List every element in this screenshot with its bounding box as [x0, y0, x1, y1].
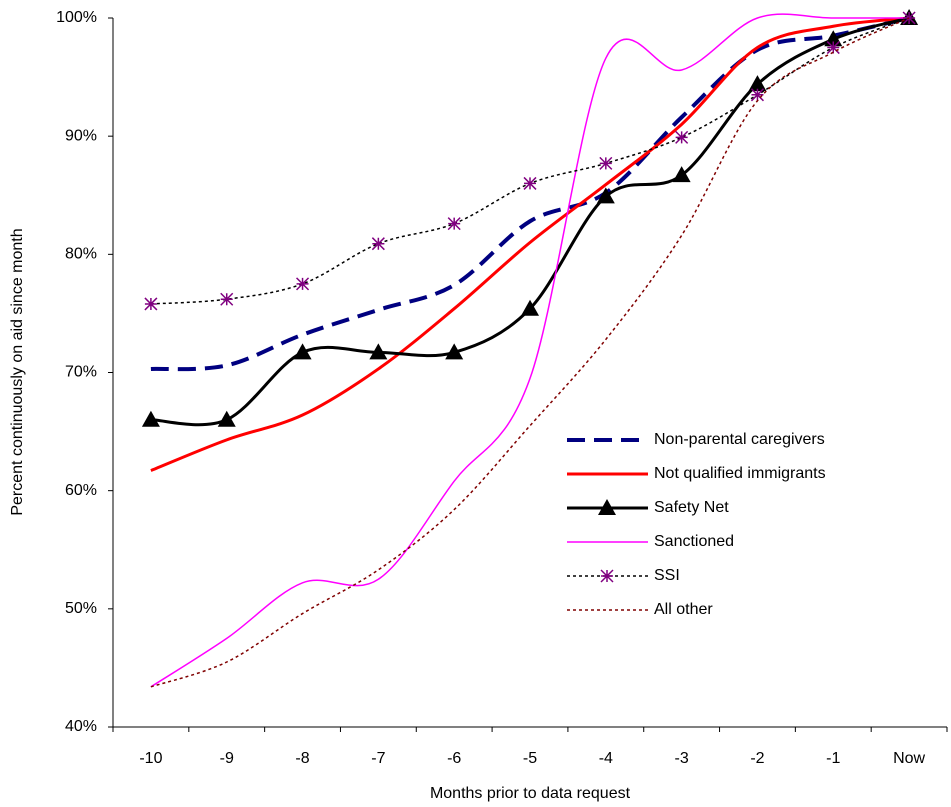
series-line [150, 13, 910, 688]
series-line [150, 16, 910, 372]
data-marker [220, 292, 234, 306]
series-line [150, 16, 910, 472]
legend-marker [598, 499, 616, 515]
legend-label: Safety Net [654, 499, 729, 516]
data-marker [748, 75, 767, 92]
x-tick-label: -9 [220, 750, 234, 767]
y-tick-label: 90% [65, 127, 97, 144]
y-tick-label: 70% [65, 364, 97, 381]
series-line [150, 17, 910, 305]
data-marker [750, 88, 764, 102]
y-tick-label: 50% [65, 600, 97, 617]
y-tick-label: 40% [65, 718, 97, 735]
x-tick-label: -5 [523, 750, 537, 767]
x-tick-label: -8 [295, 750, 309, 767]
x-tick-label: -1 [826, 750, 840, 767]
y-tick-label: 60% [65, 482, 97, 499]
data-marker [369, 343, 388, 360]
y-axis-title: Percent continuously on aid since month [9, 228, 26, 515]
x-tick-label: -4 [599, 750, 613, 767]
data-marker [141, 410, 160, 427]
data-marker [826, 41, 840, 55]
data-marker [445, 343, 464, 360]
legend-label: Sanctioned [654, 533, 734, 550]
series-line [150, 17, 910, 688]
legend-label: SSI [654, 567, 680, 584]
data-marker [144, 297, 158, 311]
x-axis-title: Months prior to data request [430, 785, 631, 802]
legend-label: Non-parental caregivers [654, 431, 825, 448]
data-marker [596, 187, 615, 204]
data-marker [521, 299, 539, 316]
x-tick-label: -7 [371, 750, 385, 767]
legend-label: Not qualified immigrants [654, 465, 826, 482]
data-marker [296, 277, 310, 291]
data-marker [371, 237, 385, 251]
data-marker [902, 11, 916, 25]
y-tick-label: 100% [56, 9, 97, 26]
x-tick-label: -10 [139, 750, 162, 767]
data-marker [293, 343, 312, 360]
data-marker [675, 130, 689, 144]
legend-label: All other [654, 601, 713, 618]
x-tick-label: -6 [447, 750, 461, 767]
data-marker [599, 156, 613, 170]
x-tick-label: -3 [675, 750, 689, 767]
series-line [150, 16, 910, 427]
x-tick-label: -2 [750, 750, 764, 767]
legend-marker [600, 569, 614, 583]
data-marker [523, 176, 537, 190]
data-marker [447, 217, 461, 231]
data-marker [217, 410, 236, 427]
x-tick-label: Now [893, 750, 925, 767]
data-marker [672, 166, 691, 183]
y-tick-label: 80% [65, 246, 97, 263]
